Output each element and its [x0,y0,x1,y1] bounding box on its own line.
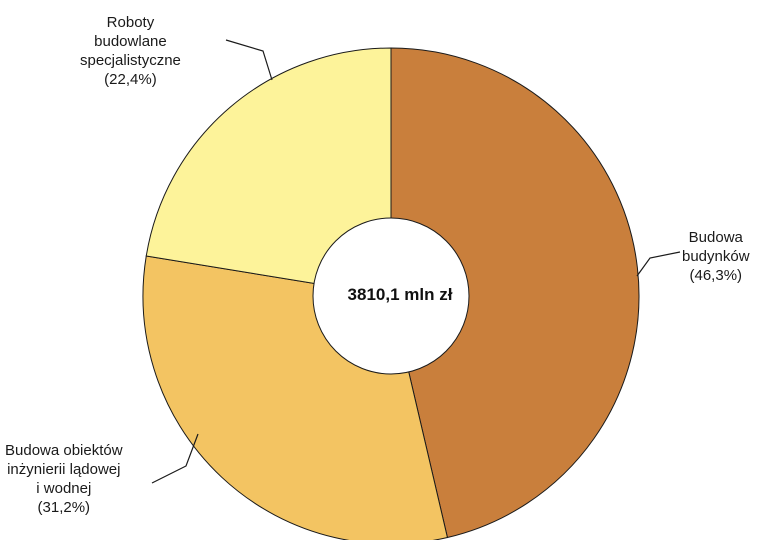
slice-2-name-line-1: budowlane [94,33,167,50]
donut-hole [312,217,470,375]
slice-roboty-budowlane [145,47,392,297]
slice-0-name-line-1: budynków [682,248,750,265]
slice-1-name-line-1: inżynierii lądowej [7,461,121,478]
slice-0-name-line-0: Budowa [688,229,743,246]
leader-line-budowa-budynkow [636,251,681,277]
slice-label-budowa-budynkow: Budowa budynków (46,3%) [682,228,750,285]
slice-label-roboty-budowlane: Roboty budowlane specjalistyczne (22,4%) [80,13,181,89]
leader-line-budowa-obiektow [151,433,199,484]
slice-budowa-budynkow [390,47,640,539]
slice-2-percent: (22,4%) [104,71,157,88]
slice-1-name-line-0: Budowa obiektów [5,442,123,459]
slice-label-budowa-obiektow: Budowa obiektów inżynierii lądowej i wod… [5,441,123,517]
slice-2-name-line-2: specjalistyczne [80,52,181,69]
leader-line-roboty-budowlane [225,39,273,81]
slice-1-percent: (31,2%) [37,499,91,516]
slice-1-name-line-2: i wodnej [36,480,92,497]
center-total-label: 3810,1 mln zł [347,285,453,304]
slice-2-name-line-0: Roboty [106,14,155,31]
slice-0-percent: (46,3%) [689,267,743,284]
